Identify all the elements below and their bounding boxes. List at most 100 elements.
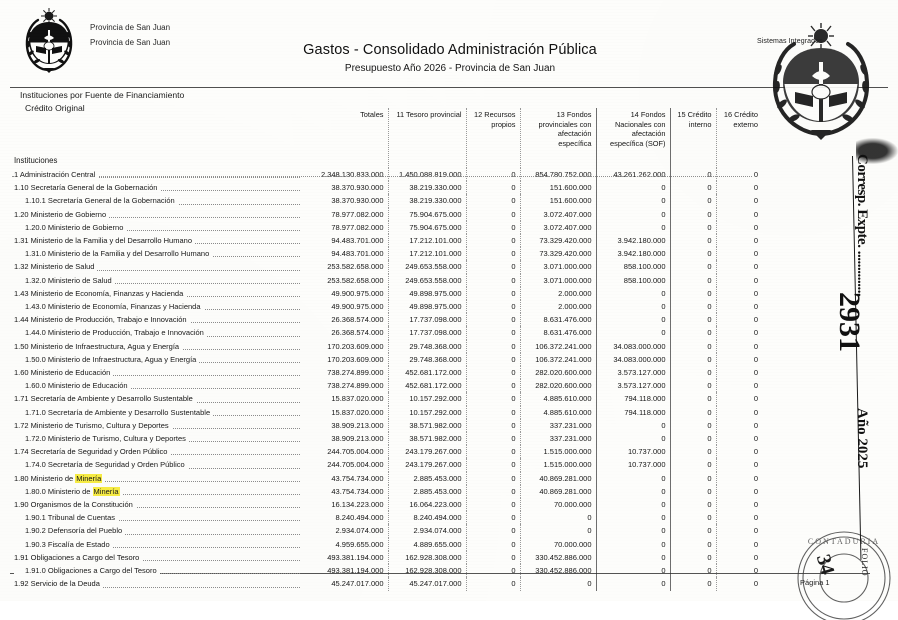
institution-label: 1.32 Ministerio de Salud	[12, 260, 302, 273]
dot-leader	[14, 282, 300, 284]
amount-cell: 0	[519, 577, 596, 591]
table-row: 1.20 Ministerio de Gobierno 78.977.082.00…	[12, 207, 762, 221]
institution-label: 1.50 Ministerio de Infraestructura, Agua…	[12, 340, 302, 353]
header-divider	[10, 87, 888, 88]
amount-cell: 8.631.476.000	[519, 313, 596, 327]
institution-name: 1.60 Ministerio de Educación	[14, 368, 114, 378]
institution-name: 1.50.0 Ministerio de Infraestructura, Ag…	[14, 354, 200, 364]
amount-cell: 0	[595, 511, 670, 525]
amount-cell: 0	[465, 471, 520, 485]
table-row: 1.71.0 Secretaría de Ambiente y Desarrol…	[12, 405, 762, 419]
amount-cell: 0	[465, 458, 520, 472]
amount-cell: 29.748.368.000	[387, 339, 466, 353]
amount-cell: 0	[669, 392, 716, 406]
amount-cell: 38.571.982.000	[387, 418, 466, 433]
amount-cell: 2.885.453.000	[387, 471, 466, 485]
table-row: 1.20.0 Ministerio de Gobierno 78.977.082.…	[12, 220, 762, 235]
amount-cell: 0	[669, 498, 716, 512]
amount-cell: 2.000.000	[519, 300, 596, 314]
institution-name: 1.90.2 Defensoría del Pueblo	[14, 526, 126, 536]
institution-name: 1 Administración Central	[14, 170, 99, 179]
amount-cell: 0	[595, 537, 670, 551]
amount-cell: 0	[669, 511, 716, 525]
amount-cell: 0	[669, 194, 716, 208]
amount-cell: 0	[669, 418, 716, 433]
amount-cell: 94.483.701.000	[331, 236, 384, 246]
institution-label: 1.31.0 Ministerio de la Familia y del De…	[12, 247, 302, 260]
institution-name: 1.43.0 Ministerio de Economía, Finanzas …	[14, 302, 204, 312]
table-row: 1.74.0 Secretaría de Seguridad y Orden P…	[12, 458, 762, 472]
institution-label: 1.74.0 Secretaría de Seguridad y Orden P…	[12, 458, 302, 471]
amount-cell: 0	[465, 168, 520, 182]
amount-cell: 0	[669, 181, 716, 195]
amount-cell: 3.573.127.000	[595, 366, 670, 380]
amount-cell: 0	[669, 207, 716, 221]
amount-cell: 0	[465, 234, 520, 248]
amount-cell: 0	[669, 432, 716, 446]
amount-cell: 1.515.000.000	[519, 445, 596, 459]
table-row: 1.31 Ministerio de la Familia y del Desa…	[12, 234, 762, 248]
amount-cell: 38.909.213.000	[331, 420, 384, 430]
amount-cell: 0	[669, 471, 716, 485]
amount-cell: 0	[669, 405, 716, 419]
institution-name: 1.44.0 Ministerio de Producción, Trabajo…	[14, 328, 207, 338]
amount-cell: 0	[465, 300, 520, 314]
amount-cell: 0	[715, 234, 762, 248]
amount-cell: 106.372.241.000	[519, 339, 596, 353]
amount-cell: 15.837.020.000	[331, 394, 384, 404]
amount-cell: 854.780.752.000	[519, 168, 596, 182]
institution-label: 1.71.0 Secretaría de Ambiente y Desarrol…	[12, 406, 302, 419]
amount-cell: 0	[595, 220, 670, 235]
amount-cell: 3.071.000.000	[519, 273, 596, 287]
amount-cell: 75.904.675.000	[387, 207, 466, 221]
amount-cell: 0	[715, 366, 762, 380]
institution-label: 1.90 Organismos de la Constitución	[12, 498, 302, 511]
amount-cell: 493.381.194.000	[327, 566, 384, 576]
amount-cell: 0	[465, 260, 520, 274]
amount-cell: 0	[595, 550, 670, 565]
amount-cell: 16.134.223.000	[331, 500, 384, 510]
amount-cell: 0	[465, 392, 520, 406]
institution-name: 1.90.1 Tribunal de Cuentas	[14, 513, 119, 523]
amount-cell: 0	[715, 445, 762, 459]
table-row: 1.60.0 Ministerio de Educación 738.274.89…	[12, 379, 762, 393]
institution-name: 1.43 Ministerio de Economía, Finanzas y …	[14, 288, 187, 298]
institution-name: 1.71.0 Secretaría de Ambiente y Desarrol…	[14, 407, 214, 417]
amount-cell: 70.000.000	[519, 498, 596, 512]
amount-cell: 3.942.180.000	[595, 247, 670, 261]
amount-cell: 0	[669, 524, 716, 538]
column-header-11-tesoro-provincial: 11 Tesoro provincial	[387, 108, 466, 168]
report-scope-line-1: Instituciones por Fuente de Financiamien…	[20, 90, 185, 100]
amount-cell: 162.928.308.000	[387, 564, 466, 578]
argentina-coat-of-arms-icon	[25, 8, 73, 73]
report-scope: Instituciones por Fuente de Financiamien…	[20, 89, 184, 115]
institution-name: 1.10 Secretaría General de la Gobernació…	[14, 183, 161, 193]
table-row: 1.31.0 Ministerio de la Familia y del De…	[12, 247, 762, 261]
highlighted-term: Minería	[92, 486, 120, 496]
institution-name: 1.72.0 Ministerio de Turismo, Cultura y …	[14, 434, 189, 444]
amount-cell: 0	[595, 326, 670, 340]
table-row: 1.32 Ministerio de Salud 253.582.658.000 2…	[12, 260, 762, 274]
institution-name: 1.90 Organismos de la Constitución	[14, 500, 136, 510]
amount-cell: 0	[595, 194, 670, 208]
amount-cell: 0	[465, 498, 520, 512]
table-row: 1.50 Ministerio de Infraestructura, Agua…	[12, 339, 762, 353]
amount-cell: 493.381.194.000	[327, 552, 384, 562]
amount-cell: 253.582.658.000	[327, 275, 384, 285]
dot-leader	[14, 520, 300, 522]
amount-cell: 16.064.223.000	[387, 498, 466, 512]
amount-cell: 0	[465, 379, 520, 393]
institution-label: 1.10 Secretaría General de la Gobernació…	[12, 181, 302, 194]
letterhead: Provincia de San Juan Provincia de San J…	[22, 8, 462, 82]
expediente-label: Corresp. Expte. ..............	[854, 154, 870, 297]
amount-cell: 2.000.000	[519, 286, 596, 301]
amount-cell: 0	[669, 168, 716, 182]
column-header-13-fondos-provinciales: 13 Fondos provinciales con afectación es…	[519, 108, 596, 168]
amount-cell: 4.885.610.000	[519, 405, 596, 419]
institution-label: 1.20 Ministerio de Gobierno	[12, 208, 302, 221]
scan-smudge	[856, 138, 898, 164]
institution-name: 1.32 Ministerio de Salud	[14, 262, 98, 272]
table-row: 1.90.2 Defensoría del Pueblo 2.934.074.00…	[12, 524, 762, 538]
amount-cell: 0	[465, 537, 520, 551]
table-row: 1 Administración Central 2.348.130.833.00…	[12, 168, 762, 182]
